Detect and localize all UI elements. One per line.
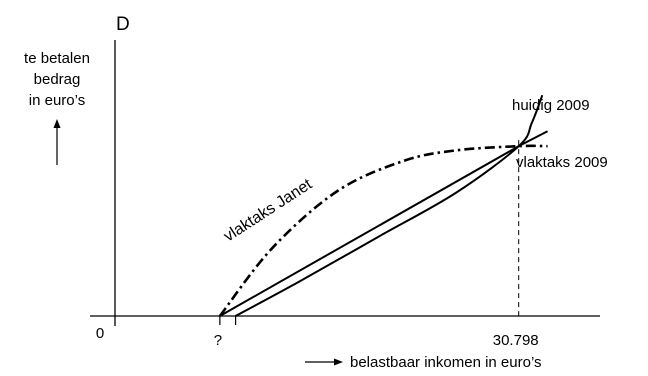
y-axis-label-line-1: te betalen bbox=[24, 50, 90, 67]
series-label-vlaktaks-2009: vlaktaks 2009 bbox=[516, 154, 608, 171]
y-axis-label-arrow-icon bbox=[53, 119, 61, 165]
x-tick-label-question: ? bbox=[214, 332, 222, 349]
series-line-vlaktaks-2009 bbox=[219, 130, 549, 317]
y-axis-label-line-3: in euro’s bbox=[29, 92, 85, 109]
x-tick-label-0: 0 bbox=[96, 325, 104, 342]
series-label-huidig-2009: huidig 2009 bbox=[512, 97, 590, 114]
series-line-huidig-2009 bbox=[235, 94, 544, 317]
x-axis-label: belastbaar inkomen in euro’s bbox=[350, 354, 542, 371]
panel-label: D bbox=[116, 14, 130, 35]
series-label-vlaktaks-janet: vlaktaks Janet bbox=[221, 176, 316, 246]
x-tick-label-30798: 30.798 bbox=[493, 332, 539, 349]
series-line-vlaktaks-janet bbox=[218, 144, 548, 317]
y-axis-label-line-2: bedrag bbox=[34, 71, 81, 88]
x-axis-label-arrow-icon bbox=[305, 358, 343, 366]
